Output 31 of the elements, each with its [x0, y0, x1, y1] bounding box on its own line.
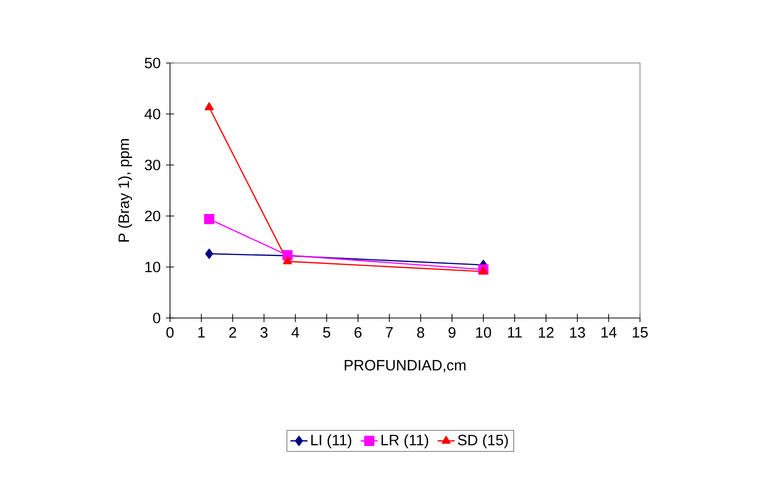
y-tick-label: 10 [145, 262, 160, 272]
x-tick-label: 13 [570, 327, 585, 338]
point [205, 248, 214, 259]
y-axis-title: P (Bray 1), ppm [118, 139, 132, 242]
x-tick-label: 9 [448, 327, 456, 338]
x-tick-label: 14 [602, 327, 617, 338]
x-tick-label: 15 [632, 327, 648, 338]
x-axis-title: PROFUNDIAD,cm [344, 360, 466, 372]
x-tick-label: 8 [417, 327, 424, 338]
y-tick-label: 0 [153, 312, 160, 324]
x-tick-label: 12 [538, 327, 554, 338]
y-tick-label: 20 [144, 210, 160, 222]
x-tick-label: 2 [229, 327, 236, 338]
y-tick-label: 30 [144, 160, 160, 170]
point [283, 256, 292, 264]
x-tick-label: 7 [386, 327, 393, 338]
x-tick-label: 4 [292, 327, 300, 338]
y-tick-label: 40 [144, 108, 160, 120]
x-tick-label: 5 [323, 327, 330, 338]
x-tick-label: 1 [198, 327, 205, 338]
y-tick-label: 50 [144, 58, 160, 68]
x-tick-label: 3 [260, 327, 268, 338]
x-tick-label: 11 [508, 327, 522, 338]
legend-label: LR (11) [382, 434, 428, 448]
x-tick-label: 10 [476, 327, 492, 338]
legend-label: LI (11) [311, 434, 352, 448]
point [204, 102, 214, 110]
point [204, 214, 214, 224]
x-tick-label: 6 [354, 327, 362, 338]
legend-label: SD (15) [458, 434, 508, 448]
x-tick-label: 0 [166, 327, 174, 338]
